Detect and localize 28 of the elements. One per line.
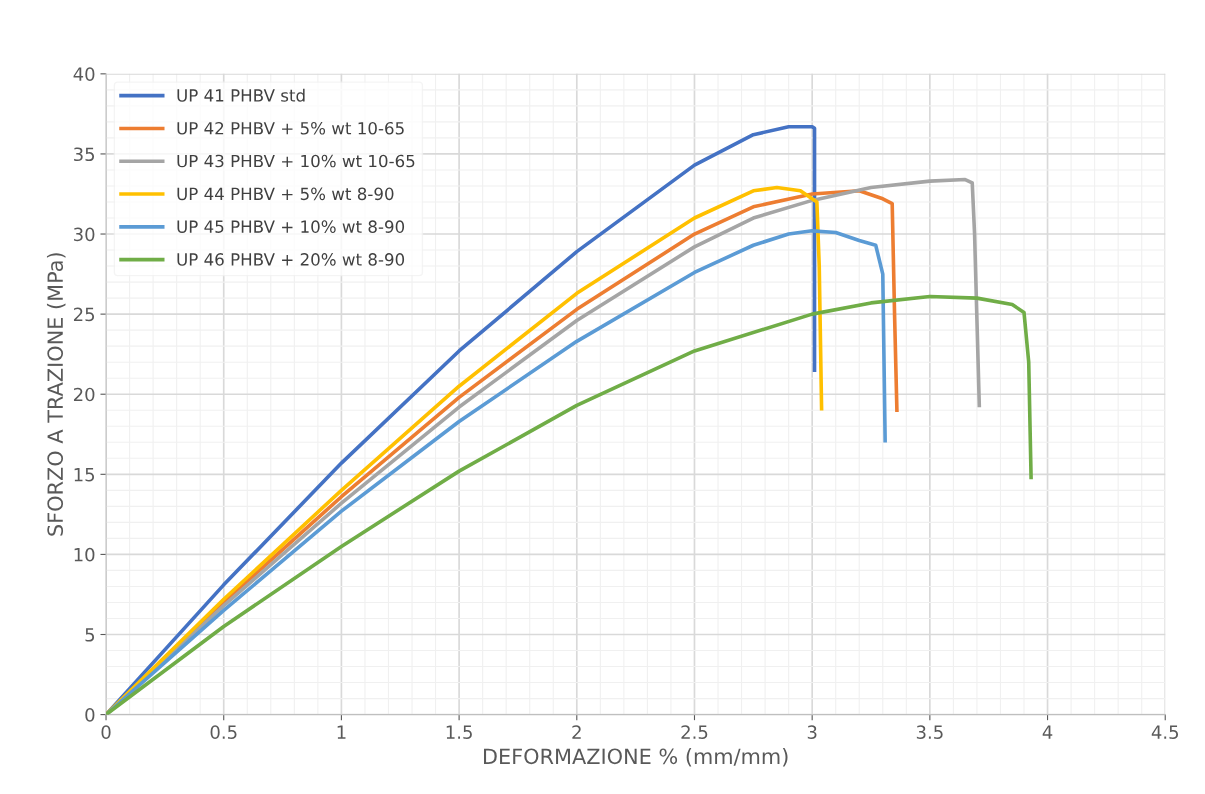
x-tick-label: 3.5 <box>916 725 943 739</box>
y-tick-label: 15 <box>74 468 95 482</box>
legend-label: UP 42 PHBV + 5% wt 10-65 <box>177 121 404 135</box>
y-tick-label: 30 <box>74 227 95 242</box>
y-axis-title: SFORZO A TRAZIONE (MPa) <box>46 253 66 536</box>
x-axis-title: DEFORMAZIONE % (mm/mm) <box>484 748 788 767</box>
legend-label: UP 41 PHBV std <box>177 88 305 102</box>
y-tick-label: 35 <box>74 147 95 162</box>
x-tick-label: 1.5 <box>446 725 472 739</box>
x-tick-label: 1 <box>337 725 346 739</box>
legend-label: UP 45 PHBV + 10% wt 8-90 <box>177 220 405 233</box>
x-tick-label: 4.5 <box>1151 725 1179 739</box>
x-tick-label: 4 <box>1042 725 1053 739</box>
line-series <box>106 294 1033 715</box>
x-tick-label: 0.5 <box>210 725 237 739</box>
legend-label: UP 46 PHBV + 20% wt 8-90 <box>177 253 405 266</box>
y-tick-label: 20 <box>73 387 95 402</box>
y-tick-label: 40 <box>73 67 95 81</box>
y-tick-label: 10 <box>74 547 95 562</box>
y-tick-label: 25 <box>73 307 95 322</box>
legend-label: UP 43 PHBV + 10% wt 10-65 <box>177 154 415 168</box>
y-tick-label: 5 <box>85 628 95 642</box>
x-tick-label: 3 <box>807 725 817 739</box>
y-tick-label: 0 <box>85 708 95 722</box>
legend-label: UP 44 PHBV + 5% wt 8-90 <box>177 187 394 201</box>
x-tick-label: 2 <box>572 725 581 739</box>
x-tick-label: 0 <box>101 725 111 739</box>
x-tick-label: 2.5 <box>681 725 708 739</box>
